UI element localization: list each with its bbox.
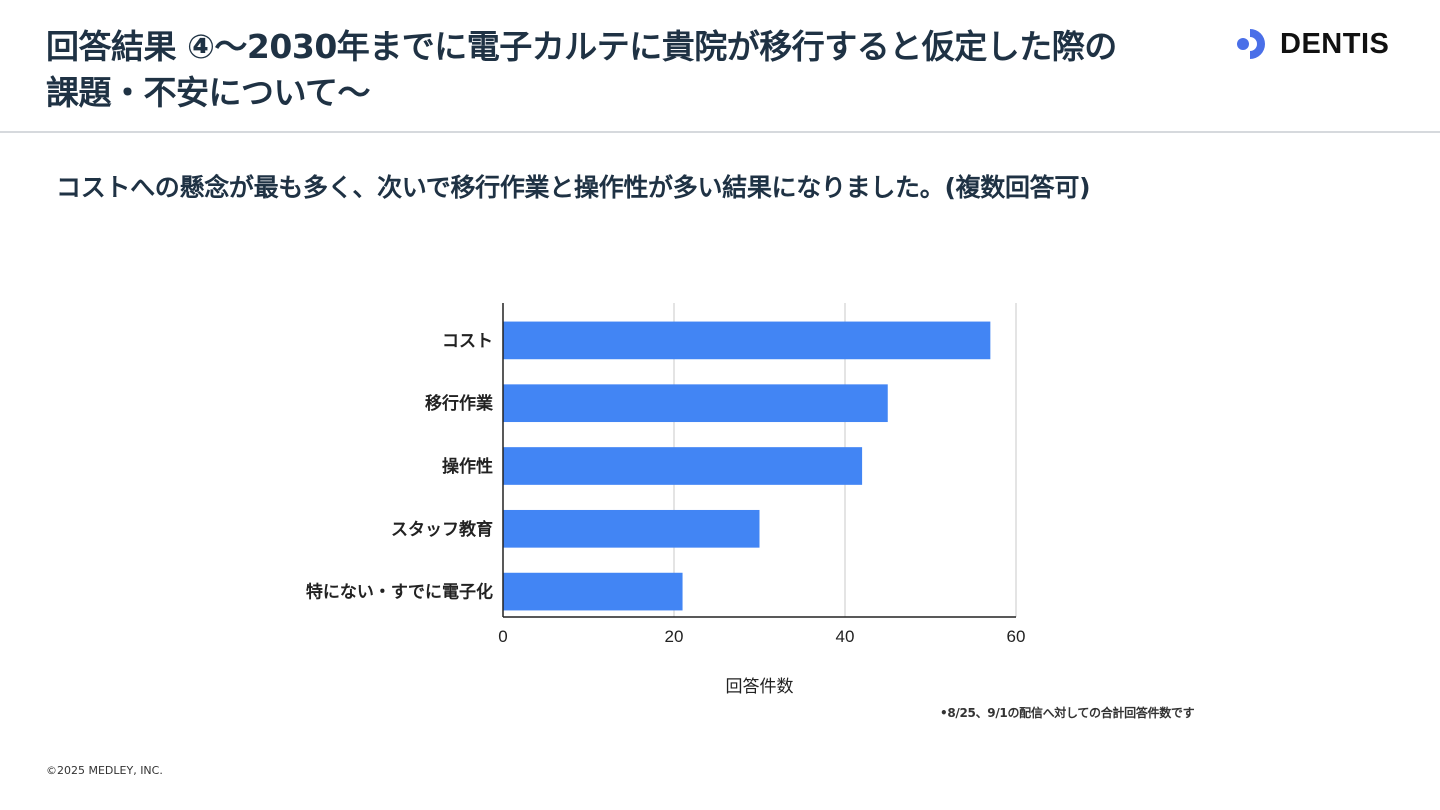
logo-text: DENTIS (1280, 27, 1390, 60)
summary-text: コストへの懸念が最も多く、次いで移行作業と操作性が多い結果になりました。(複数回… (56, 173, 1091, 202)
category-label: 移行作業 (425, 393, 493, 414)
header-divider (0, 131, 1440, 133)
footnote: •8/25、9/1の配信へ対しての合計回答件数です (940, 706, 1195, 720)
category-label: スタッフ教育 (391, 519, 493, 540)
x-tick-label: 20 (665, 627, 684, 646)
copyright: ©2025 MEDLEY, INC. (46, 764, 163, 777)
page-title-line2: 課題・不安について〜 (46, 73, 371, 112)
dentis-logo: DENTIS (1236, 26, 1389, 62)
x-tick-label: 40 (836, 627, 855, 646)
x-axis-title: 回答件数 (726, 677, 794, 697)
category-label: 操作性 (442, 456, 493, 477)
bar-1 (503, 321, 991, 360)
bar-5 (503, 572, 683, 611)
page-title: 回答結果 ④〜2030年までに電子カルテに貴院が移行すると仮定した際の 課題・不… (46, 24, 1226, 116)
bar-3 (503, 447, 863, 485)
axes (502, 303, 1016, 618)
bar-4 (503, 509, 760, 548)
category-label: 特にない・すでに電子化 (306, 582, 493, 603)
x-tick-label: 60 (1007, 627, 1026, 646)
category-label: コスト (442, 331, 493, 351)
x-tick-label: 0 (498, 627, 507, 646)
page-title-line1: 回答結果 ④〜2030年までに電子カルテに貴院が移行すると仮定した際の (46, 27, 1117, 66)
dentis-logo-icon (1237, 29, 1265, 59)
bars (503, 321, 991, 611)
bar-2 (503, 384, 888, 423)
